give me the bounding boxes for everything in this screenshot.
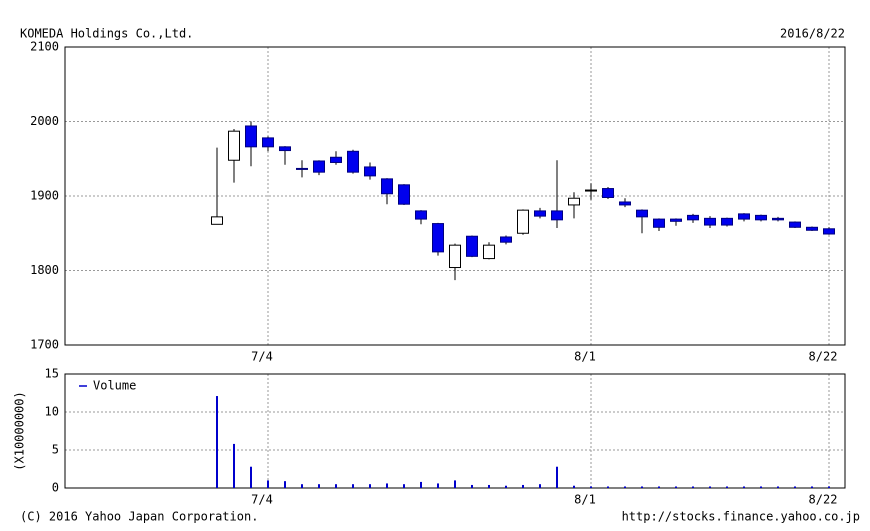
candle-body bbox=[500, 236, 512, 243]
y-axis-label: (X10000000) bbox=[13, 391, 27, 470]
volume-bar bbox=[233, 443, 235, 488]
volume-bar bbox=[573, 485, 575, 488]
candle-body bbox=[228, 130, 240, 161]
candle-body bbox=[381, 178, 393, 195]
volume-bar bbox=[658, 486, 660, 488]
candle-body bbox=[398, 184, 410, 205]
plot-frame bbox=[64, 373, 846, 489]
candle-body bbox=[313, 160, 325, 173]
y-tick-label: 5 bbox=[52, 443, 59, 457]
copyright: (C) 2016 Yahoo Japan Corporation. bbox=[20, 510, 258, 524]
candle-body bbox=[619, 201, 631, 206]
candle-body bbox=[772, 217, 784, 221]
plot-frame bbox=[64, 46, 846, 346]
y-tick-label: 1800 bbox=[30, 263, 59, 277]
volume-bar bbox=[522, 484, 524, 488]
volume-bar bbox=[539, 484, 541, 488]
volume-bar bbox=[505, 485, 507, 488]
candle-body bbox=[517, 209, 529, 234]
candle-body bbox=[364, 166, 376, 177]
volume-bar bbox=[488, 484, 490, 488]
candle-body bbox=[653, 218, 665, 228]
volume-bar bbox=[318, 484, 320, 488]
candle-body bbox=[262, 137, 274, 148]
candle-body bbox=[534, 210, 546, 217]
candle-body bbox=[330, 156, 342, 163]
candle-body bbox=[602, 188, 614, 198]
volume-bar bbox=[692, 486, 694, 488]
volume-bar bbox=[250, 466, 252, 488]
candle-body bbox=[789, 221, 801, 228]
candle-body bbox=[823, 228, 835, 235]
chart-date: 2016/8/22 bbox=[780, 27, 845, 41]
y-tick-label: 1900 bbox=[30, 189, 59, 203]
candle-body bbox=[806, 226, 818, 231]
volume-bar bbox=[352, 484, 354, 488]
candle-body bbox=[466, 235, 478, 257]
candle-body bbox=[551, 210, 563, 221]
candle-body bbox=[755, 214, 767, 221]
y-tick-label: 0 bbox=[52, 481, 59, 495]
y-tick-label: 2100 bbox=[30, 40, 59, 54]
candle-body bbox=[449, 244, 461, 269]
x-tick-label: 8/1 bbox=[574, 350, 596, 364]
x-tick-label: 7/4 bbox=[251, 493, 273, 507]
volume-bar bbox=[556, 466, 558, 488]
source-url: http://stocks.finance.yahoo.co.jp bbox=[622, 510, 860, 524]
candle-body bbox=[636, 209, 648, 218]
volume-bar bbox=[216, 396, 218, 488]
volume-bar bbox=[301, 484, 303, 488]
volume-bar bbox=[590, 486, 592, 488]
volume-bar bbox=[420, 481, 422, 488]
candle-body bbox=[432, 223, 444, 253]
candle-body bbox=[670, 218, 682, 222]
y-tick-label: 10 bbox=[45, 405, 59, 419]
candle-body bbox=[211, 216, 223, 225]
volume-bar bbox=[607, 486, 609, 488]
volume-bar bbox=[437, 483, 439, 488]
volume-bar bbox=[386, 483, 388, 488]
volume-bar bbox=[624, 486, 626, 488]
candle-body bbox=[483, 244, 495, 260]
volume-bar bbox=[794, 486, 796, 488]
candle-body bbox=[568, 197, 580, 206]
y-tick-label: 1700 bbox=[30, 338, 59, 352]
chart-title: KOMEDA Holdings Co.,Ltd. bbox=[20, 27, 193, 41]
candle-body bbox=[296, 167, 308, 170]
volume-bar bbox=[454, 480, 456, 488]
y-tick-label: 2000 bbox=[30, 114, 59, 128]
candle-body bbox=[704, 217, 716, 226]
volume-bar bbox=[369, 484, 371, 488]
candle-body bbox=[687, 214, 699, 221]
volume-bar bbox=[709, 486, 711, 488]
volume-bar bbox=[777, 486, 779, 488]
x-tick-label: 7/4 bbox=[251, 350, 273, 364]
volume-bar bbox=[675, 486, 677, 488]
legend-label: Volume bbox=[93, 379, 136, 393]
volume-bar bbox=[267, 480, 269, 488]
candle-body bbox=[279, 146, 291, 152]
volume-bar bbox=[811, 486, 813, 488]
volume-bar bbox=[726, 486, 728, 488]
candle-body bbox=[738, 213, 750, 220]
volume-bar bbox=[403, 484, 405, 488]
candle-body bbox=[585, 189, 597, 192]
candle-body bbox=[347, 150, 359, 173]
volume-bar bbox=[471, 484, 473, 488]
volume-bar bbox=[743, 486, 745, 488]
candle-body bbox=[721, 217, 733, 226]
candle-body bbox=[245, 125, 257, 148]
volume-bar bbox=[641, 486, 643, 488]
y-tick-label: 15 bbox=[45, 367, 59, 381]
x-tick-label: 8/22 bbox=[809, 350, 838, 364]
x-tick-label: 8/22 bbox=[809, 493, 838, 507]
volume-bar bbox=[828, 486, 830, 488]
candle-body bbox=[415, 210, 427, 220]
volume-bar bbox=[335, 484, 337, 488]
volume-bar bbox=[284, 481, 286, 488]
x-tick-label: 8/1 bbox=[574, 493, 596, 507]
volume-bar bbox=[760, 486, 762, 488]
